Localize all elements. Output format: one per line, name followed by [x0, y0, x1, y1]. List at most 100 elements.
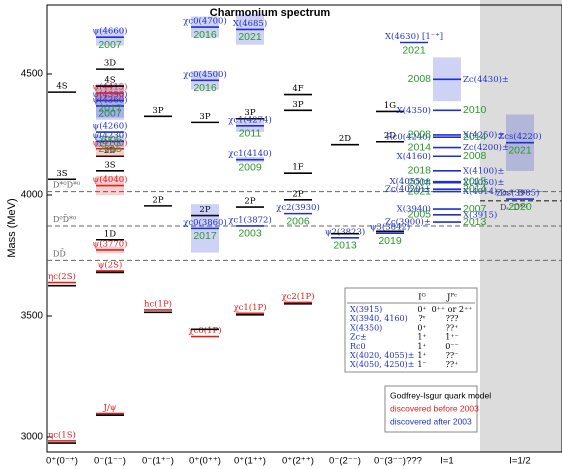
- year-label: 2010: [463, 104, 487, 116]
- x-tick-label: 0⁺(1⁺⁺): [234, 456, 266, 467]
- year-label: 2015: [98, 143, 122, 155]
- year-label: 2005: [408, 209, 432, 221]
- y-tick-label: 3500: [21, 311, 44, 322]
- table-cell: ?ᵛ: [418, 314, 425, 323]
- y-axis-label: Mass (MeV): [6, 198, 18, 257]
- state-label: Zc(4430)±: [463, 74, 509, 85]
- year-label: 2017: [193, 230, 217, 242]
- year-label: 2013: [333, 240, 357, 252]
- year-label: 2021: [408, 185, 432, 197]
- table-cell: Zc±: [350, 333, 367, 342]
- state-label: ψ2(3823): [325, 226, 365, 237]
- year-label: 2016: [193, 82, 217, 94]
- table-cell: 1⁺: [417, 351, 426, 360]
- year-label: 2014: [408, 141, 432, 153]
- state-label: ψ(4660): [93, 26, 128, 37]
- year-label: 2005: [98, 134, 122, 146]
- model-label: 3P: [152, 106, 163, 116]
- legend-entry: discovered after 2003: [390, 416, 472, 426]
- year-label: 2006: [286, 215, 310, 227]
- year-label: 2011: [239, 128, 262, 140]
- model-label: 2P: [199, 205, 210, 215]
- x-tick-label: ???: [406, 456, 422, 467]
- state-label: χc1(4140): [228, 148, 272, 159]
- year-label: 2014: [463, 131, 487, 143]
- threshold-label: Dₛ⁻D*⁰: [500, 203, 527, 212]
- threshold-label: Dₛ*⁻D⁰: [500, 189, 527, 198]
- table-cell: 1⁻: [417, 360, 426, 369]
- model-label: 3S: [56, 169, 67, 179]
- state-label: χc0(4500): [183, 69, 227, 80]
- state-label: Rc0(4240): [386, 132, 431, 143]
- state-label: X(4160): [397, 151, 431, 162]
- table-cell: 1⁺: [417, 333, 426, 342]
- state-label: Zc(3900)±: [385, 217, 431, 228]
- state-label: X(4350): [397, 105, 431, 116]
- table-cell: 1⁺⁻: [445, 333, 459, 342]
- state-label: ψ(4260): [93, 121, 128, 132]
- year-label: 2015: [463, 175, 487, 187]
- plot-frame: [46, 4, 562, 453]
- model-label: 3P: [244, 108, 255, 118]
- model-label: 2P: [152, 195, 163, 205]
- table-cell: 1⁺: [417, 342, 426, 351]
- state-label: χc1(4274): [228, 114, 272, 125]
- state-label: χc2(3930): [276, 202, 320, 213]
- year-label: 2020: [508, 201, 532, 213]
- model-label: 2D: [104, 146, 116, 156]
- state-label: X(4250)±: [463, 129, 504, 140]
- legend-box: [384, 385, 478, 433]
- year-label: 2003: [238, 228, 262, 240]
- y-tick-label: 4500: [21, 69, 44, 80]
- model-label: 1G: [384, 101, 396, 111]
- state-label: X(4055)±: [390, 176, 431, 187]
- table-cell: ??⁺: [446, 323, 459, 332]
- table-cell: X(4020, 4055)±: [350, 351, 414, 360]
- year-label: 2018: [408, 165, 432, 177]
- year-label: 2019: [378, 235, 402, 247]
- y-tick-label: 4000: [21, 190, 44, 201]
- state-label: χc0(1P): [188, 325, 221, 336]
- x-tick-label: 0⁻(1⁺⁻): [142, 456, 174, 467]
- table-cell: 0⁺⁺ or 2⁺⁺: [432, 305, 473, 314]
- table-cell: ???: [446, 314, 459, 323]
- threshold-label: D⁰D̄*⁰: [53, 215, 76, 224]
- x-tick-label: 0⁻(2⁻⁻): [329, 456, 361, 467]
- x-tick-label: 0⁻(1⁻⁻): [94, 456, 126, 467]
- state-label: ψ3(3842): [370, 222, 410, 233]
- state-label: ηc(2S): [48, 271, 76, 282]
- state-label: Zc(4020)±: [385, 184, 431, 195]
- year-label: 2007: [463, 203, 487, 215]
- model-label: 2D: [339, 134, 351, 144]
- state-label: χc0(3860): [183, 217, 227, 228]
- table-cell: 0⁺: [417, 305, 426, 314]
- x-tick-label: I=1: [440, 456, 453, 467]
- year-label: 2014: [463, 183, 487, 195]
- year-label: 2007: [98, 39, 122, 51]
- state-label: X(4685): [233, 18, 267, 29]
- chart-title: Charmonium spectrum: [210, 7, 331, 19]
- model-label: 3D: [104, 59, 116, 69]
- state-label: ψ(4160): [93, 137, 128, 148]
- state-label: X(4014): [463, 186, 497, 197]
- model-label: 3P: [292, 100, 303, 110]
- state-label: X(3915): [463, 209, 497, 220]
- state-label: ψ(4390): [93, 89, 128, 100]
- state-label: χc0(4700): [183, 16, 227, 27]
- model-label: 1D: [104, 229, 116, 239]
- state-label: Zc(4200)±: [463, 142, 509, 153]
- table-header: Iᴳ: [418, 293, 426, 303]
- model-label: 4S: [56, 82, 67, 92]
- table-cell: Rc0: [350, 342, 366, 351]
- model-label: 2D: [384, 131, 396, 141]
- state-label: ψ(4040): [93, 174, 128, 185]
- year-label: 2021: [238, 31, 262, 43]
- year-label: 2021: [402, 44, 426, 56]
- year-label: 2009: [238, 161, 262, 173]
- state-label: X(4050)±: [463, 177, 504, 188]
- state-label: X(3940): [397, 204, 431, 215]
- state-label: X(4630) [1⁻⁺]: [385, 31, 443, 42]
- year-label: 2013: [463, 216, 487, 228]
- table-cell: X(3940, 4160): [350, 314, 408, 323]
